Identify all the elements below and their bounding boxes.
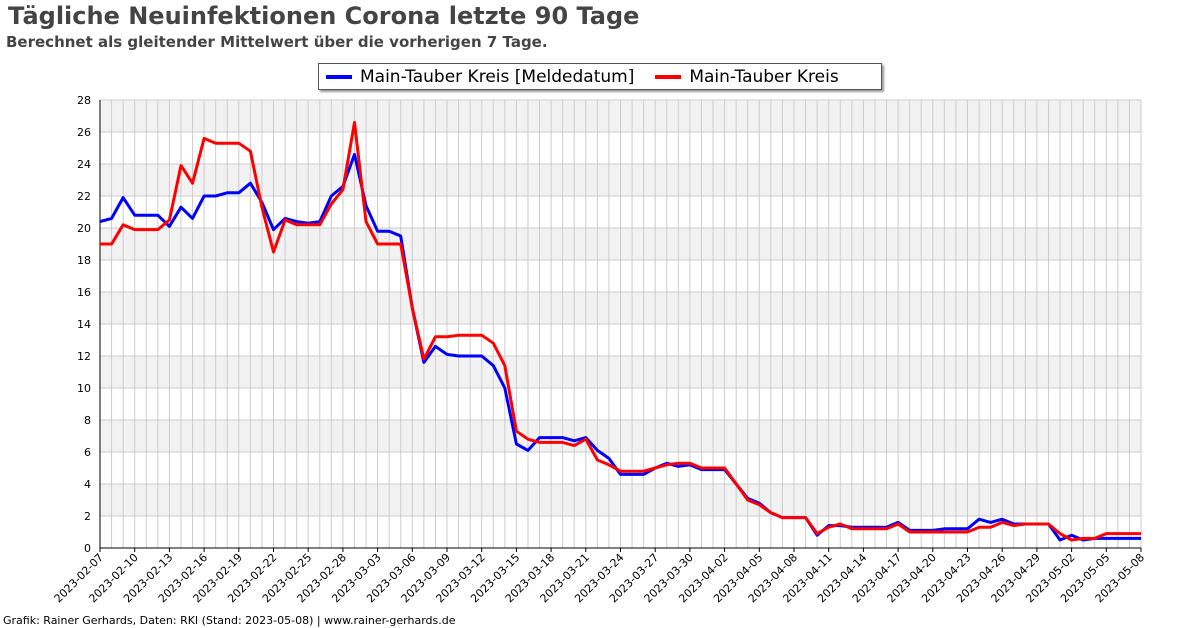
chart-title: Tägliche Neuinfektionen Corona letzte 90… [8,2,640,30]
series-line-1 [99,152,1141,542]
y-tick-label: 2 [84,510,91,523]
y-tick-label: 8 [84,414,91,427]
legend-item-series-2: Main-Tauber Kreis [655,66,839,87]
legend-item-series-1: Main-Tauber Kreis [Meldedatum] [326,67,634,87]
y-tick-label: 20 [77,222,91,235]
legend-label-series-1: Main-Tauber Kreis [Meldedatum] [360,66,635,87]
y-tick-label: 10 [77,382,91,395]
series-line-2 [100,120,1141,542]
y-tick-label: 12 [77,350,91,363]
legend-swatch-blue [326,74,352,79]
y-tick-label: 24 [77,158,91,171]
y-tick-label: 18 [77,254,91,267]
y-tick-label: 14 [77,318,91,331]
legend-swatch-red [655,74,682,79]
y-tick-label: 4 [84,478,91,491]
y-tick-label: 16 [77,286,91,299]
chart-subtitle: Berechnet als gleitender Mittelwert über… [6,33,548,51]
footer-credit: Grafik: Rainer Gerhards, Daten: RKI (Sta… [3,614,456,627]
y-tick-label: 26 [77,126,91,139]
chart-legend: Main-Tauber Kreis [Meldedatum] Main-Taub… [318,63,882,90]
y-tick-label: 6 [84,446,91,459]
legend-label-series-2: Main-Tauber Kreis [689,66,839,87]
y-tick-label: 22 [77,190,91,203]
y-tick-label: 28 [77,94,91,107]
y-tick-label: 0 [84,542,91,555]
